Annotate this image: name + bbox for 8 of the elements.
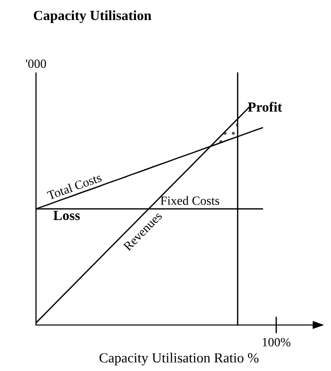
- chart-title: Capacity Utilisation: [34, 10, 152, 24]
- annotation: Loss: [53, 210, 80, 220]
- x-axis-title: Capacity Utilisation Ratio %: [100, 352, 259, 366]
- series-label: Fixed Costs: [160, 196, 220, 205]
- text: Total Costs: [46, 172, 102, 200]
- text: 100%: [262, 338, 290, 346]
- annotation: Profit: [248, 102, 282, 112]
- y-axis-title: '000: [26, 60, 46, 68]
